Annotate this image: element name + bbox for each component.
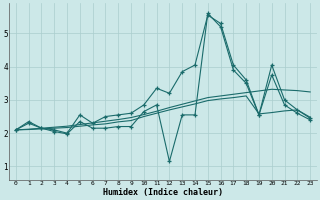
- X-axis label: Humidex (Indice chaleur): Humidex (Indice chaleur): [103, 188, 223, 197]
